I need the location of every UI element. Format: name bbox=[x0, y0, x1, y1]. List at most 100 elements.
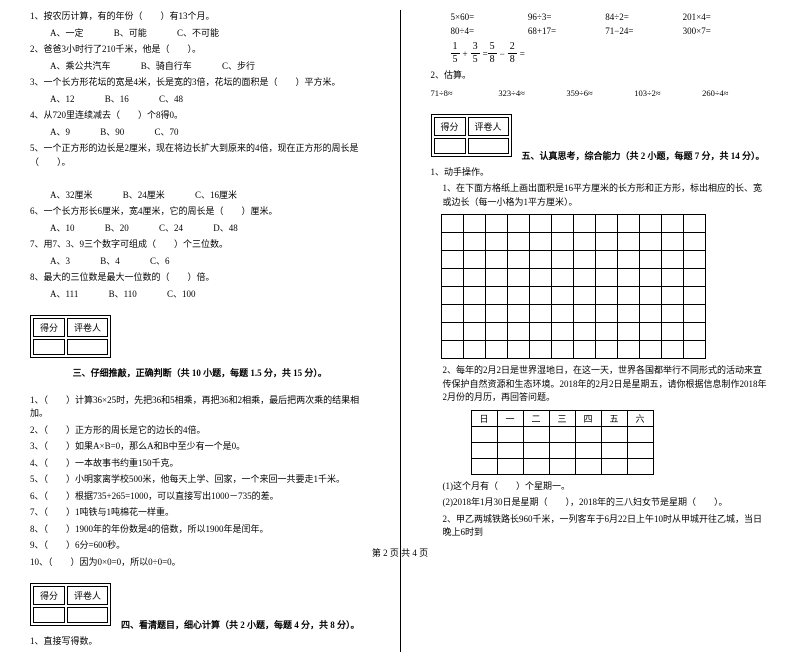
est-row: 71÷8≈ 323÷4≈ 359÷6≈ 103÷2≈ 260÷4≈ bbox=[431, 86, 771, 100]
q5-blank bbox=[30, 172, 370, 186]
q4-a: A、9 bbox=[50, 126, 70, 140]
f2n1: 5 bbox=[488, 42, 497, 52]
q2-text: 2、爸爸3小时行了210千米，他是（ ）。 bbox=[30, 43, 370, 57]
section5-row: 得分评卷人 五、认真思考，综合能力（共 2 小题，每题 7 分，共 14 分）。 bbox=[431, 106, 771, 162]
hands1-text: 1、在下面方格纸上画出面积是16平方厘米的长方形和正方形，标出相应的长、宽或边长… bbox=[431, 182, 771, 209]
j4: 4、（ ）一本故事书约重150千克。 bbox=[30, 457, 370, 471]
q1-b: B、可能 bbox=[114, 27, 147, 41]
wd4: 四 bbox=[575, 410, 601, 426]
wd5: 五 bbox=[601, 410, 627, 426]
q6-text: 6、一个长方形长6厘米，宽4厘米，它的周长是（ ）厘米。 bbox=[30, 205, 370, 219]
j1: 1、（ ）计算36×25时，先把36和5相乘，再把36和2相乘，最后把两次乘的结… bbox=[30, 394, 370, 421]
q3-c: C、48 bbox=[159, 93, 183, 107]
section4-title: 四、看清题目，细心计算（共 2 小题，每题 4 分，共 8 分）。 bbox=[121, 618, 360, 631]
q7-c: C、6 bbox=[150, 255, 170, 269]
q7-a: A、3 bbox=[50, 255, 70, 269]
score5-blank2 bbox=[468, 138, 509, 154]
q8-c: C、100 bbox=[167, 288, 196, 302]
q1-text: 1、按农历计算，有的年份（ ）有13个月。 bbox=[30, 10, 370, 24]
f1d2: 5 bbox=[471, 55, 480, 65]
q2-choices: A、乘公共汽车 B、骑自行车 C、步行 bbox=[30, 60, 370, 74]
f2n2: 2 bbox=[508, 42, 517, 52]
q8-choices: A、111 B、110 C、100 bbox=[30, 288, 370, 302]
q4-c: C、70 bbox=[155, 126, 179, 140]
frac-row: 15 + 35 = 58 − 28 = bbox=[431, 38, 771, 69]
wd2: 二 bbox=[523, 410, 549, 426]
calendar-table: 日 一 二 三 四 五 六 bbox=[471, 410, 654, 475]
q5-c: C、16厘米 bbox=[195, 189, 237, 203]
q6-a: A、10 bbox=[50, 222, 75, 236]
q4-b: B、90 bbox=[100, 126, 124, 140]
f2d2: 8 bbox=[508, 55, 517, 65]
f1n1: 1 bbox=[451, 42, 460, 52]
frac-expr-2: 5 8 − 2 8 = bbox=[488, 42, 525, 65]
j8: 8、（ ）1900年的年份数是4的倍数，所以1900年是闰年。 bbox=[30, 523, 370, 537]
score-blank bbox=[33, 339, 65, 355]
q3-choices: A、12 B、16 C、48 bbox=[30, 93, 370, 107]
f1d1: 5 bbox=[451, 55, 460, 65]
score-h1: 得分 bbox=[33, 318, 65, 337]
wd1: 一 bbox=[497, 410, 523, 426]
score-box-5: 得分评卷人 bbox=[431, 114, 512, 157]
q3-text-r: 2、甲乙两城铁路长960千米，一列客车于6月22日上午10时从甲城开往乙城，当日… bbox=[431, 513, 771, 540]
q6-d: D、48 bbox=[213, 222, 238, 236]
q2a-text: 2、每年的2月2日是世界湿地日，在这一天，世界各国都举行不同形式的活动来宣传保护… bbox=[431, 364, 771, 405]
mental-row-1: 5×60= 96÷3= 84÷2= 201×4= bbox=[431, 10, 771, 24]
q7-b: B、4 bbox=[100, 255, 120, 269]
score5-h2: 评卷人 bbox=[468, 117, 509, 136]
e2: 323÷4≈ bbox=[498, 88, 566, 98]
score4-h2: 评卷人 bbox=[67, 586, 108, 605]
q1-a: A、一定 bbox=[50, 27, 84, 41]
q8-a: A、111 bbox=[50, 288, 78, 302]
page-footer: 第 2 页 共 4 页 bbox=[0, 546, 800, 559]
score-box-4: 得分评卷人 bbox=[30, 583, 111, 626]
hands-label: 1、动手操作。 bbox=[431, 166, 771, 180]
q2b-text: (1)这个月有（ ）个星期一。 bbox=[431, 480, 771, 494]
section4-row: 得分评卷人 四、看清题目，细心计算（共 2 小题，每题 4 分，共 8 分）。 bbox=[30, 575, 370, 631]
j3: 3、（ ）如果A×B=0，那么A和B中至少有一个是0。 bbox=[30, 440, 370, 454]
section3-row: 得分评卷人 bbox=[30, 307, 370, 363]
f2d1: 8 bbox=[488, 55, 497, 65]
grid-table bbox=[441, 214, 706, 359]
q7-text: 7、用7、3、9三个数字可组成（ ）个三位数。 bbox=[30, 238, 370, 252]
calc2-label: 2、估算。 bbox=[431, 69, 771, 83]
score4-blank bbox=[33, 607, 65, 623]
frac-expr-1: 15 + 35 = bbox=[451, 42, 488, 65]
score5-blank bbox=[434, 138, 466, 154]
q2-b: B、骑自行车 bbox=[141, 60, 192, 74]
m21: 80÷4= bbox=[451, 26, 528, 36]
q7-choices: A、3 B、4 C、6 bbox=[30, 255, 370, 269]
f2eq: = bbox=[520, 49, 525, 59]
f1n2: 3 bbox=[471, 42, 480, 52]
q5-text: 5、一个正方形的边长是2厘米，现在将边长扩大到原来的4倍，现在正方形的周长是（ … bbox=[30, 142, 370, 169]
q3-text: 3、一个长方形花坛的宽是4米，长是宽的3倍，花坛的面积是（ ）平方米。 bbox=[30, 76, 370, 90]
q8-b: B、110 bbox=[109, 288, 137, 302]
q4-choices: A、9 B、90 C、70 bbox=[30, 126, 370, 140]
q1-choices: A、一定 B、可能 C、不可能 bbox=[30, 27, 370, 41]
q1-c: C、不可能 bbox=[177, 27, 219, 41]
e4: 103÷2≈ bbox=[634, 88, 702, 98]
m12: 96÷3= bbox=[528, 12, 605, 22]
score4-h1: 得分 bbox=[33, 586, 65, 605]
calc1-label: 1、直接写得数。 bbox=[30, 635, 370, 649]
q6-c: C、24 bbox=[159, 222, 183, 236]
j6: 6、（ ）根据735+265=1000，可以直接写出1000－735的差。 bbox=[30, 490, 370, 504]
score5-h1: 得分 bbox=[434, 117, 466, 136]
section5-title: 五、认真思考，综合能力（共 2 小题，每题 7 分，共 14 分）。 bbox=[522, 149, 765, 162]
section3-title: 三、仔细推敲，正确判断（共 10 小题，每题 1.5 分，共 15 分）。 bbox=[30, 367, 370, 381]
score-blank2 bbox=[67, 339, 108, 355]
wd3: 三 bbox=[549, 410, 575, 426]
q4-text: 4、从720里连续减去（ ）个8得0。 bbox=[30, 109, 370, 123]
e1: 71÷8≈ bbox=[431, 88, 499, 98]
f2op: − bbox=[500, 49, 505, 59]
score4-blank2 bbox=[67, 607, 108, 623]
score-h2: 评卷人 bbox=[67, 318, 108, 337]
f1op: + bbox=[463, 49, 468, 59]
grid-paper bbox=[441, 214, 771, 359]
e3: 359÷6≈ bbox=[566, 88, 634, 98]
score-box-3: 得分评卷人 bbox=[30, 315, 111, 358]
wd6: 六 bbox=[627, 410, 653, 426]
q5-a: A、32厘米 bbox=[50, 189, 93, 203]
q2-c: C、步行 bbox=[222, 60, 255, 74]
mental-row-2: 80÷4= 68+17= 71−24= 300×7= bbox=[431, 24, 771, 38]
